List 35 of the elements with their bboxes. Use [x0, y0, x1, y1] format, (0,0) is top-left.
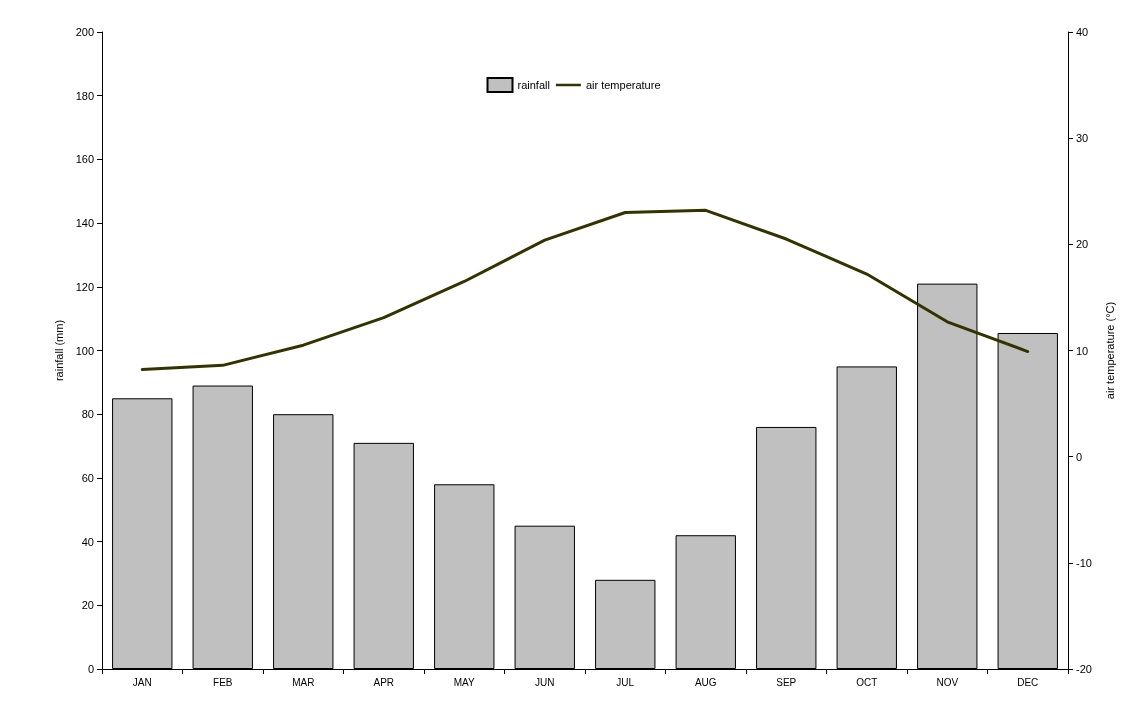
legend-label: rainfall	[517, 79, 550, 91]
y2-tick-label: 40	[1076, 26, 1089, 38]
x-tick-label: JUN	[535, 676, 555, 688]
y2-tick-label: -20	[1076, 663, 1092, 675]
y2-tick-label: 20	[1076, 238, 1089, 251]
y2-tick-label: -10	[1076, 556, 1092, 569]
y-tick-label: 0	[87, 663, 94, 675]
x-tick-label: FEB	[213, 676, 233, 688]
y2-axis-title: air temperature (°C)	[1103, 301, 1116, 400]
x-tick-label: APR	[373, 676, 395, 688]
x-tick-label: SEP	[776, 676, 797, 688]
x-tick-label: AUG	[694, 676, 717, 688]
y-tick-label: 140	[75, 217, 94, 230]
line-series	[140, 208, 1030, 372]
y-tick-label: 180	[75, 89, 94, 102]
x-tick-label: JUL	[616, 676, 635, 688]
x-tick-label: MAY	[453, 676, 476, 688]
x-tick-label: OCT	[856, 676, 878, 688]
x-tick-label: MAR	[292, 676, 315, 688]
y2-tick-label: 30	[1076, 132, 1089, 145]
legend-label: air temperature	[585, 79, 661, 91]
y-tick-label: 80	[81, 408, 94, 421]
x-tick-label: JAN	[132, 676, 152, 688]
y-tick-label: 200	[75, 26, 94, 38]
y-axis-title: rainfall (mm)	[53, 319, 66, 382]
x-tick-label: DEC	[1017, 676, 1039, 688]
y-tick-label: 40	[81, 535, 94, 548]
y-tick-label: 120	[75, 280, 94, 293]
x-tick-label: NOV	[936, 676, 959, 688]
y-tick-label: 100	[75, 344, 94, 357]
y-tick-label: 160	[75, 153, 94, 166]
y2-tick-label: 0	[1076, 450, 1083, 463]
y-tick-label: 20	[81, 599, 94, 612]
y2-tick-label: 10	[1076, 344, 1089, 357]
y-tick-label: 60	[81, 471, 94, 484]
